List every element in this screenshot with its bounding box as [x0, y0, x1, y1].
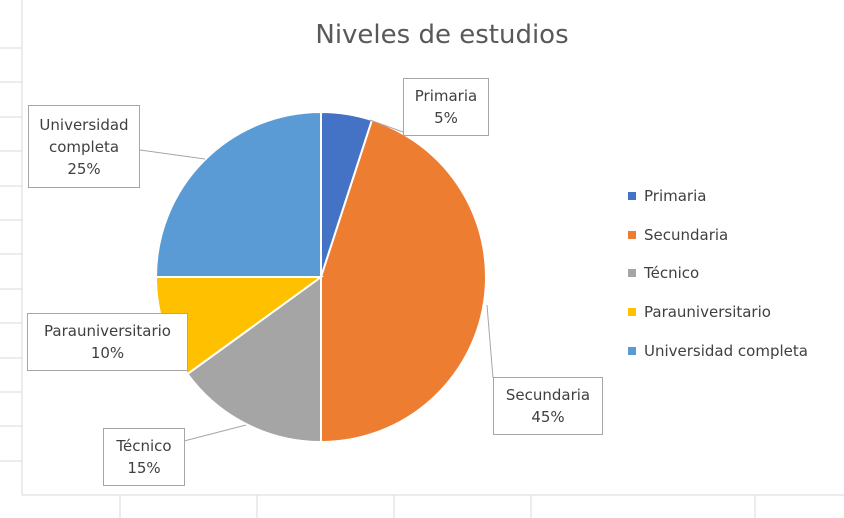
leader-line	[139, 149, 206, 160]
legend-label: Universidad completa	[644, 341, 808, 360]
leader-line	[183, 424, 247, 442]
data-label-value: 25%	[67, 159, 101, 178]
legend-entry: Parauniversitario	[628, 303, 771, 321]
data-label: Primaria 5%	[403, 78, 489, 136]
data-label-category: Universidad completa	[39, 115, 129, 156]
legend-entry: Secundaria	[628, 226, 728, 244]
legend-swatch	[628, 192, 636, 200]
legend-label: Secundaria	[644, 225, 729, 244]
data-label-category: Secundaria	[505, 386, 591, 404]
data-label: Parauniversitario 10%	[27, 313, 188, 371]
legend-entry: Técnico	[628, 264, 699, 282]
legend-swatch	[628, 308, 636, 317]
legend-label: Parauniversitario	[644, 303, 771, 322]
legend-swatch	[628, 269, 636, 278]
legend-label: Técnico	[644, 264, 700, 283]
pie-slice	[186, 275, 322, 444]
pie-slice	[154, 110, 322, 278]
legend-entry: Universidad completa	[628, 342, 808, 360]
data-label-category: Parauniversitario	[44, 322, 171, 340]
chart-title: Niveles de estudios	[315, 20, 569, 50]
data-label: Técnico 15%	[103, 428, 185, 486]
leader-line	[486, 304, 494, 379]
data-label-value: 10%	[90, 344, 125, 362]
data-label: Universidad completa 25%	[28, 105, 140, 188]
legend-swatch	[628, 346, 636, 355]
legend-entry: Primaria	[628, 187, 706, 205]
data-label-value: 45%	[531, 408, 565, 426]
legend-swatch	[628, 230, 636, 239]
data-label-value: 5%	[434, 109, 458, 127]
data-label-category: Primaria	[414, 87, 478, 105]
data-label: Secundaria 45%	[493, 377, 603, 435]
pie-slice	[320, 118, 487, 444]
data-label-category: Técnico	[116, 437, 172, 455]
leader-line	[369, 119, 404, 133]
legend-label: Primaria	[644, 187, 707, 205]
data-label-value: 15%	[127, 459, 161, 477]
